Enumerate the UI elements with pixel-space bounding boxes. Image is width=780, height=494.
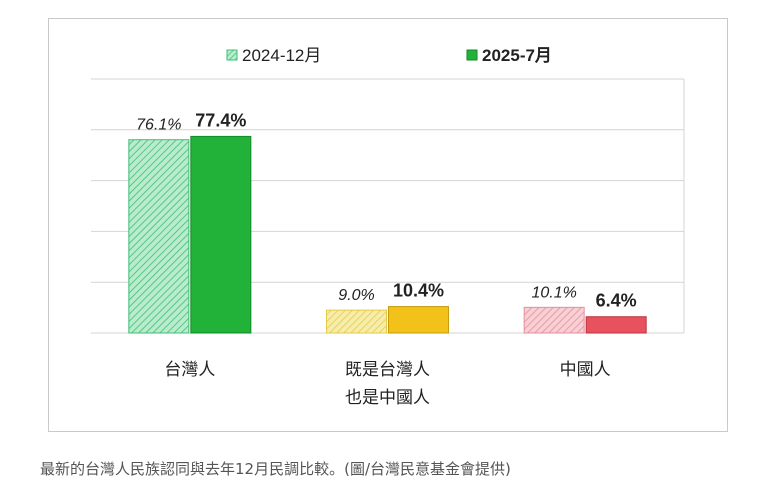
- bar-series1-cat1: [388, 306, 449, 334]
- data-label-series1-cat1: 10.4%: [393, 281, 444, 301]
- gridlines: [91, 78, 685, 334]
- category-label-1-line-1: 也是中國人: [345, 388, 430, 408]
- chart-frame: 2024-12月 2025-7月 76.1% 77.4% 9.0% 10.4% 10.1…: [48, 18, 728, 432]
- category-label-2-line-0: 中國人: [560, 360, 611, 380]
- legend: 2024-12月 2025-7月: [226, 46, 552, 65]
- bar-series0-cat1: [326, 309, 387, 334]
- bar-series1-cat0: [190, 135, 252, 334]
- data-labels: 76.1% 77.4% 9.0% 10.4% 10.1% 6.4%: [136, 110, 637, 310]
- legend-swatch-2025-7: [466, 49, 478, 61]
- data-label-series1-cat2: 6.4%: [596, 291, 637, 311]
- data-label-series0-cat1: 9.0%: [338, 287, 374, 304]
- category-label-1-line-0: 既是台灣人: [345, 360, 430, 380]
- data-label-series0-cat0: 76.1%: [136, 117, 181, 134]
- data-label-series1-cat0: 77.4%: [195, 110, 246, 130]
- bar-series0-cat0: [128, 139, 190, 334]
- bar-series1-cat2: [585, 316, 647, 334]
- category-label-0-line-0: 台灣人: [164, 360, 215, 380]
- bar-chart: 2024-12月 2025-7月 76.1% 77.4% 9.0% 10.4% 10.1…: [91, 46, 685, 408]
- figure-caption: 最新的台灣人民族認同與去年12月民調比較。(圖/台灣民意基金會提供): [40, 460, 511, 478]
- legend-label-2025-7: 2025-7月: [482, 46, 552, 65]
- bar-series0-cat2: [523, 306, 585, 334]
- data-label-series0-cat2: 10.1%: [531, 284, 576, 301]
- bars: [128, 135, 647, 334]
- legend-label-2024-12: 2024-12月: [242, 46, 321, 65]
- legend-swatch-2024-12: [226, 49, 238, 61]
